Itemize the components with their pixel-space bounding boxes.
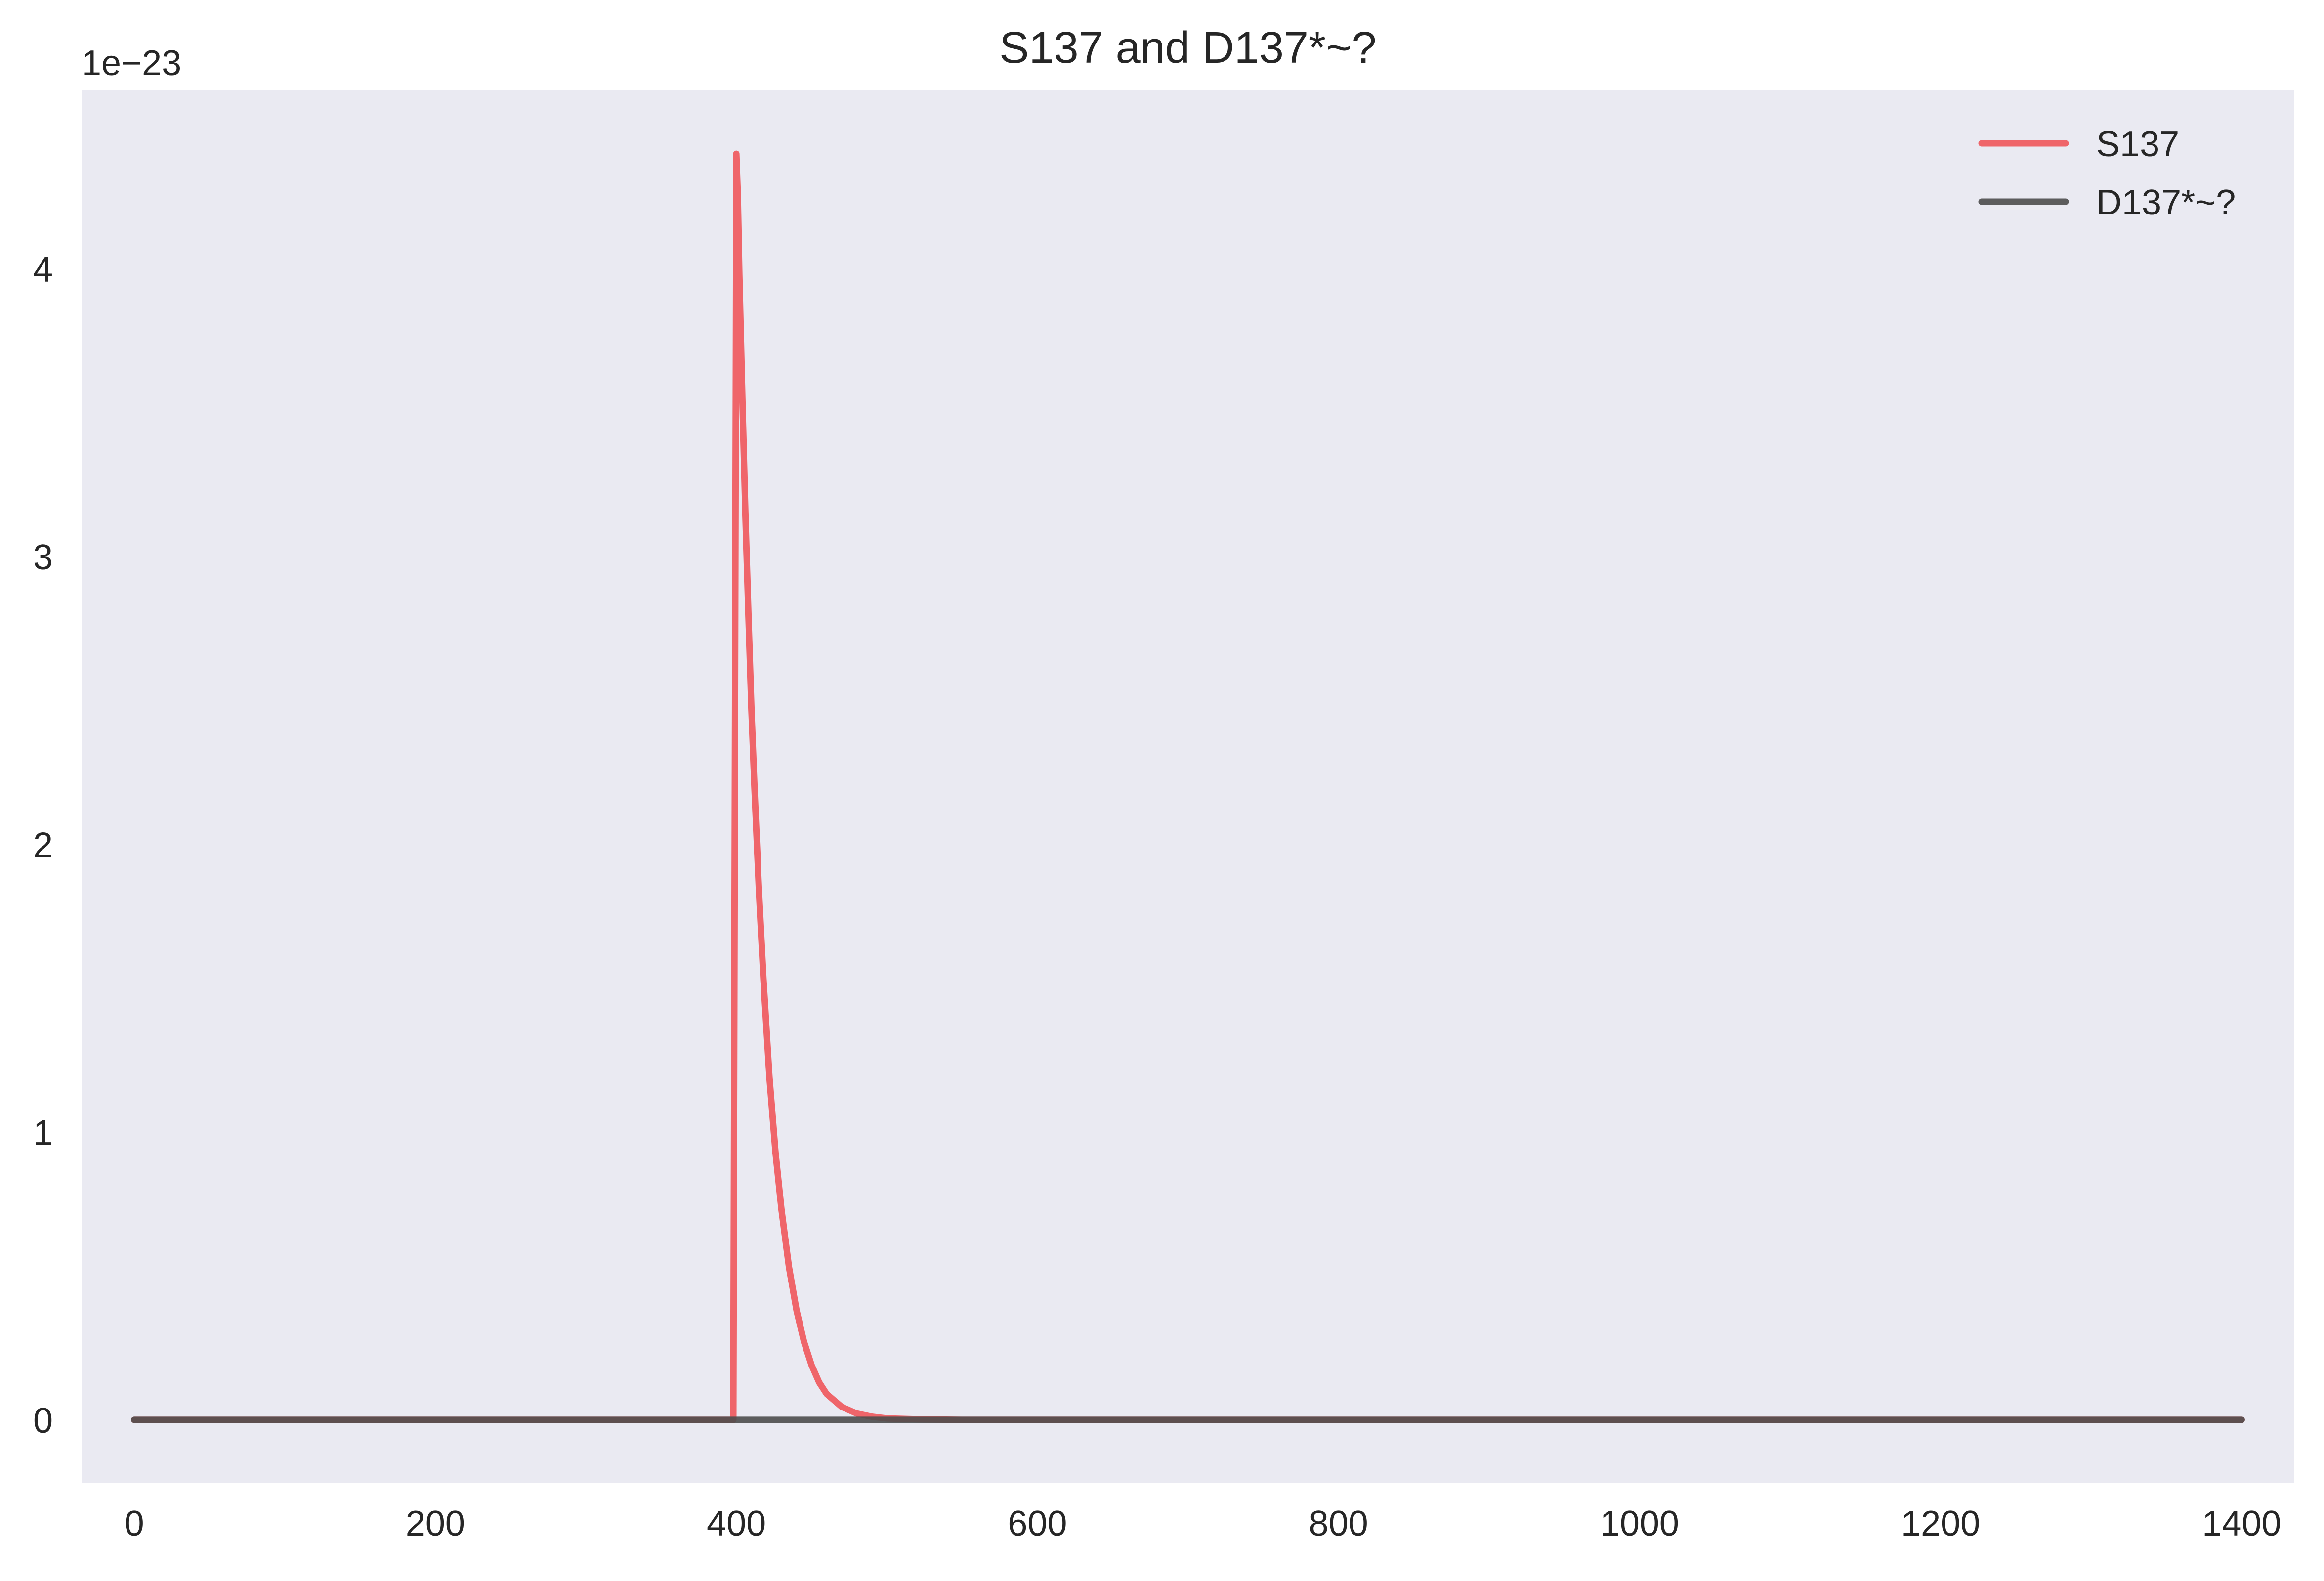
legend-label: S137 xyxy=(2096,125,2179,164)
x-tick-label: 1200 xyxy=(1901,1504,1980,1543)
series-layer xyxy=(131,150,2245,1423)
x-tick-label: 400 xyxy=(707,1504,766,1543)
x-tick-label: 600 xyxy=(1008,1504,1067,1543)
x-tick-label: 200 xyxy=(406,1504,465,1543)
y-tick-label: 2 xyxy=(33,825,53,865)
x-tick-label: 1400 xyxy=(2202,1504,2281,1543)
x-axis-ticks: 0 200 400 600 800 1000 1200 1400 xyxy=(125,1504,2282,1543)
y-axis-ticks: 0 1 2 3 4 xyxy=(33,250,53,1441)
chart-title: S137 and D137*~? xyxy=(999,23,1376,73)
y-offset-label: 1e−23 xyxy=(82,43,181,83)
x-tick-label: 1000 xyxy=(1600,1504,1679,1543)
x-tick-label: 0 xyxy=(125,1504,144,1543)
y-tick-label: 0 xyxy=(33,1401,53,1441)
legend: S137 D137*~? xyxy=(1978,125,2236,222)
x-tick-label: 800 xyxy=(1309,1504,1368,1543)
y-tick-label: 3 xyxy=(33,538,53,577)
y-tick-label: 1 xyxy=(33,1113,53,1153)
y-tick-label: 4 xyxy=(33,250,53,290)
plot-area xyxy=(82,90,2294,1483)
legend-label: D137*~? xyxy=(2096,183,2236,222)
